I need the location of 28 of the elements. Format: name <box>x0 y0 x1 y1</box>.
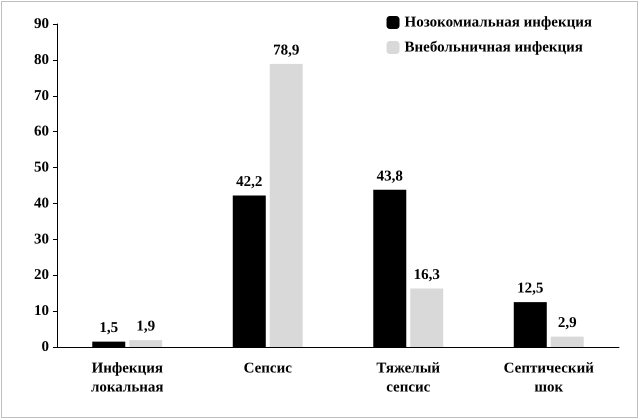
bar <box>410 288 444 347</box>
data-label: 2,9 <box>558 315 577 332</box>
data-label: 42,2 <box>236 174 262 190</box>
bar <box>270 64 303 347</box>
y-tick-label: 90 <box>34 16 49 32</box>
x-tick-label: Септический шок <box>504 360 594 396</box>
x-tick-label: Сепсис <box>244 360 292 376</box>
data-label: 16,3 <box>414 267 440 283</box>
y-tick-label: 10 <box>34 303 49 320</box>
data-label: 78,9 <box>273 42 300 58</box>
y-tick-label: 80 <box>34 52 49 68</box>
y-tick-label: 60 <box>34 124 49 140</box>
bar <box>129 340 162 347</box>
x-tick-label: Тяжелый сепсис <box>376 360 440 396</box>
y-tick-label: 70 <box>34 88 49 104</box>
y-tick-label: 20 <box>34 267 49 284</box>
bar <box>550 336 584 347</box>
x-tick-label: Инфекция локальная <box>90 360 164 396</box>
y-tick-label: 0 <box>42 339 49 355</box>
legend-label: Нозокомиальная инфекция <box>404 14 592 30</box>
data-label: 1,5 <box>99 320 118 336</box>
data-label: 1,9 <box>136 318 156 335</box>
y-tick-label: 40 <box>34 195 49 212</box>
legend-label: Внебольничная инфекция <box>404 40 583 56</box>
data-label: 12,5 <box>517 280 544 297</box>
y-tick-label: 30 <box>34 231 49 248</box>
data-label: 43,8 <box>376 168 403 184</box>
y-tick-label: 50 <box>34 160 49 176</box>
